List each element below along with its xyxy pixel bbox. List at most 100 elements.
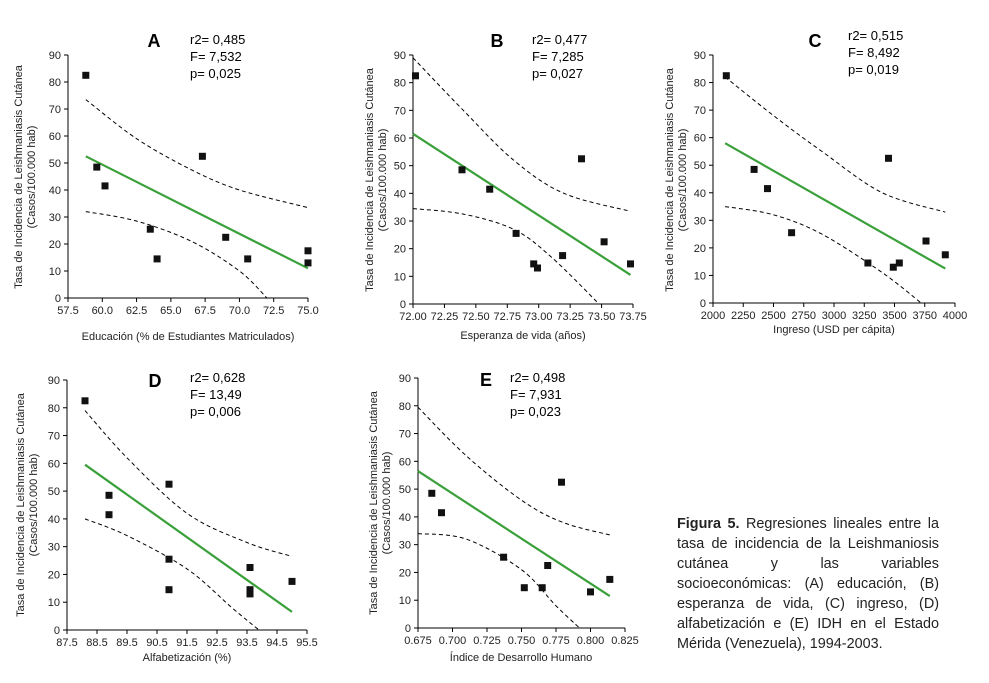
- y-tick-label: 70: [694, 105, 706, 117]
- x-tick-label: 91.5: [176, 637, 197, 649]
- y-tick-label: 0: [54, 625, 60, 637]
- data-point: [198, 152, 206, 160]
- y-tick-label: 10: [399, 595, 411, 607]
- y-tick-label: 10: [48, 597, 60, 609]
- chart-panel-a: 0 10 20 30 40 50 60 70 80 90 57.5 60.0 62.5 65.0 67.5 7…: [13, 31, 319, 343]
- x-tick-label: 2500: [761, 310, 785, 322]
- caption-label: Figura 5.: [677, 516, 740, 532]
- panel-letter: A: [148, 31, 161, 51]
- data-point: [895, 259, 903, 267]
- data-point: [788, 229, 796, 237]
- regression-line: [412, 132, 632, 276]
- confidence-band-lower: [417, 533, 580, 629]
- y-tick-label: 90: [394, 50, 406, 62]
- data-point: [412, 72, 419, 80]
- data-point: [922, 237, 930, 245]
- x-tick-label: 90.5: [146, 637, 167, 649]
- y-axis-label-line: (Casos/100.000 hab): [677, 129, 689, 232]
- data-point: [458, 166, 466, 174]
- data-point: [93, 163, 101, 171]
- x-tick-label: 73.50: [588, 311, 616, 323]
- data-point: [438, 509, 445, 517]
- data-point: [578, 155, 585, 163]
- regression-stat: p= 0,006: [190, 404, 241, 419]
- data-point: [246, 590, 254, 598]
- y-tick-label: 20: [694, 243, 706, 255]
- x-tick-label: 3000: [822, 310, 846, 322]
- y-tick-label: 50: [49, 158, 61, 170]
- data-point: [153, 255, 161, 263]
- confidence-band-lower: [85, 211, 268, 299]
- data-point: [750, 165, 758, 173]
- confidence-band-upper: [412, 57, 631, 212]
- regression-stat: r2= 0,477: [532, 32, 587, 47]
- x-tick-label: 73.75: [619, 311, 647, 323]
- x-tick-label: 72.50: [462, 311, 490, 323]
- x-tick-label: 0.800: [577, 635, 605, 647]
- y-tick-label: 0: [405, 623, 411, 635]
- y-axis-label-line: (Casos/100.000 hab): [26, 126, 38, 229]
- x-tick-label: 72.00: [399, 311, 427, 323]
- data-point: [544, 562, 552, 569]
- regression-stat: p= 0,025: [190, 66, 241, 81]
- x-tick-label: 75.0: [297, 305, 318, 317]
- regression-stat: F= 7,931: [510, 387, 562, 402]
- figure-caption: Figura 5. Regresiones lineales entre la …: [677, 514, 939, 654]
- regression-stat: p= 0,019: [848, 62, 899, 77]
- y-tick-label: 20: [399, 567, 411, 579]
- panel-letter: D: [149, 371, 162, 391]
- y-axis-label-line: Tasa de Incidencia de Leishmaniasis Cutá…: [364, 67, 376, 292]
- regression-stat: r2= 0,628: [190, 370, 245, 385]
- x-tick-label: 67.5: [194, 305, 215, 317]
- caption-text: Regresiones lineales entre la tasa de in…: [677, 516, 939, 652]
- regression-stat: F= 7,532: [190, 49, 242, 64]
- confidence-band-lower: [412, 208, 600, 305]
- data-point: [105, 511, 113, 519]
- y-tick-label: 60: [49, 131, 61, 143]
- regression-stat: p= 0,023: [510, 404, 561, 419]
- x-axis-label: Alfabetización (%): [143, 652, 232, 664]
- data-point: [520, 584, 528, 592]
- chart-panel-d: 0 10 20 30 40 50 60 70 80 90 87.5 88.5 89.5 90.5 91.5 9…: [15, 370, 318, 664]
- data-point: [486, 185, 494, 193]
- y-tick-label: 40: [49, 185, 61, 197]
- x-tick-label: 72.5: [263, 305, 284, 317]
- y-tick-label: 90: [399, 373, 411, 385]
- data-point: [512, 229, 520, 237]
- data-point: [587, 588, 594, 596]
- x-axis-label: Ingreso (USD per cápita): [773, 324, 895, 336]
- x-tick-label: 2750: [792, 310, 816, 322]
- y-tick-label: 50: [399, 484, 411, 496]
- x-tick-label: 73.25: [556, 311, 584, 323]
- y-tick-label: 0: [700, 298, 706, 310]
- x-tick-label: 0.700: [439, 635, 467, 647]
- y-axis-label: Tasa de Incidencia de Leishmaniasis Cutá…: [364, 67, 389, 292]
- regression-line: [724, 142, 946, 270]
- x-axis-label: Esperanza de vida (años): [460, 330, 585, 342]
- y-tick-label: 10: [694, 270, 706, 282]
- y-tick-label: 80: [399, 401, 411, 413]
- y-axis-label-line: (Casos/100.000 hab): [381, 452, 393, 555]
- y-tick-label: 90: [49, 50, 61, 62]
- panel-letter: C: [809, 31, 822, 51]
- confidence-band-lower: [84, 518, 260, 631]
- x-tick-label: 88.5: [86, 637, 107, 649]
- x-axis-label: Educación (% de Estudiantes Matriculados…: [82, 331, 295, 343]
- x-tick-label: 2000: [701, 310, 725, 322]
- y-tick-label: 60: [399, 456, 411, 468]
- y-axis-label-line: (Casos/100.000 hab): [377, 129, 389, 232]
- data-point: [600, 238, 608, 246]
- y-axis-label-line: Tasa de Incidencia de Leishmaniasis Cutá…: [368, 390, 380, 615]
- x-tick-label: 60.0: [92, 305, 113, 317]
- data-point: [165, 586, 173, 594]
- y-tick-label: 30: [48, 542, 60, 554]
- data-point: [627, 260, 634, 268]
- x-tick-label: 3500: [882, 310, 906, 322]
- data-point: [941, 251, 949, 259]
- regression-stat: F= 8,492: [848, 45, 900, 60]
- confidence-band-lower: [725, 206, 922, 304]
- regression-stat: r2= 0,498: [510, 370, 565, 385]
- data-point: [538, 584, 546, 592]
- y-tick-label: 30: [399, 540, 411, 552]
